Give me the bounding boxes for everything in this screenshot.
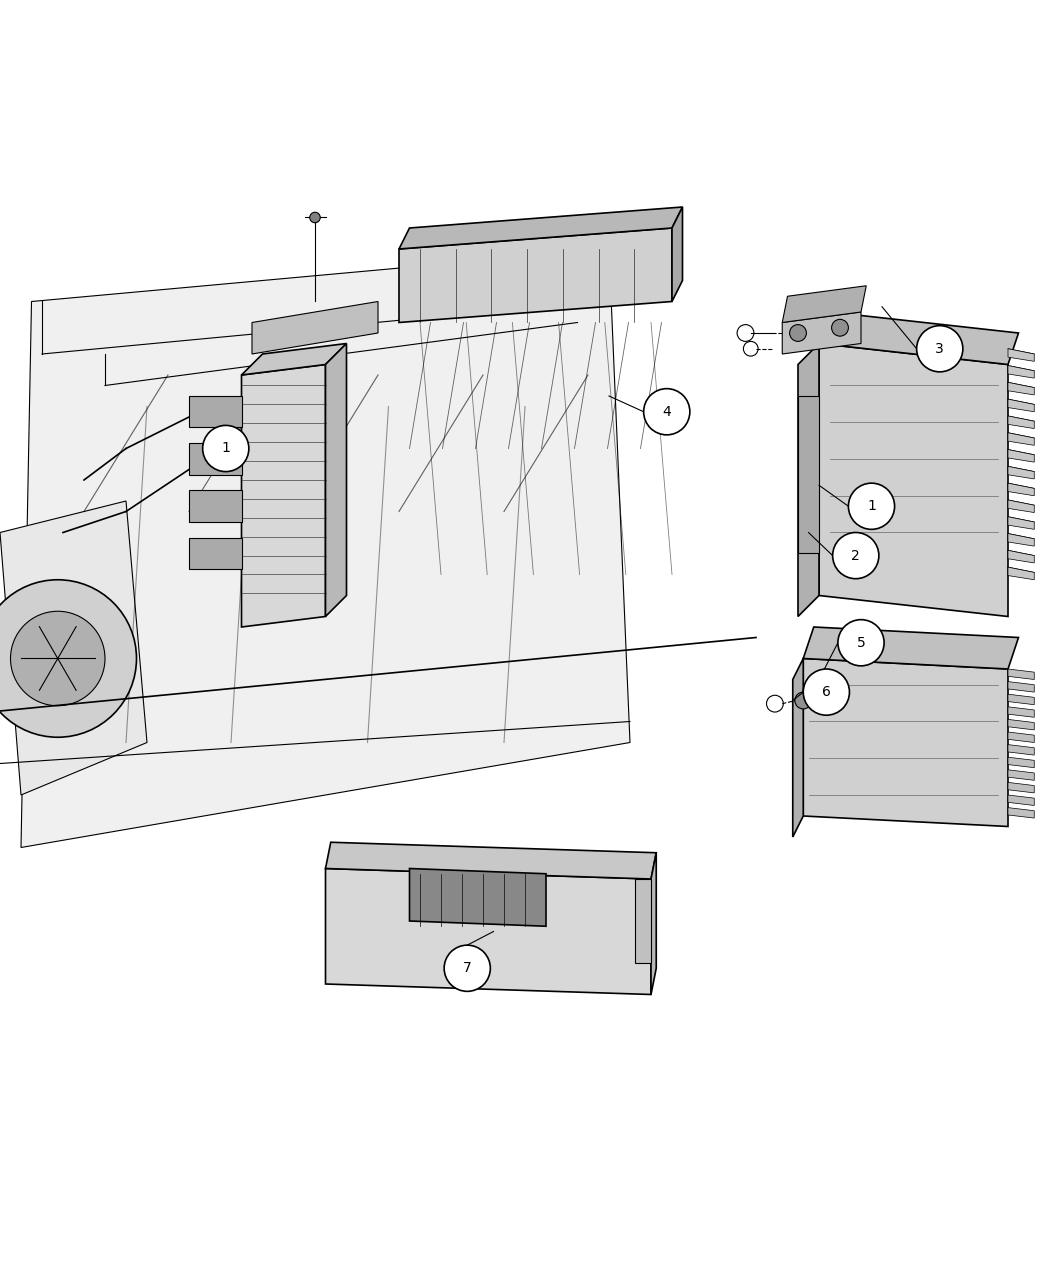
Text: 1: 1 <box>222 441 230 455</box>
Text: 6: 6 <box>822 685 831 699</box>
Text: 3: 3 <box>936 342 944 356</box>
Polygon shape <box>1008 551 1034 564</box>
Polygon shape <box>1008 483 1034 496</box>
Polygon shape <box>1008 450 1034 462</box>
Polygon shape <box>1008 682 1034 692</box>
Polygon shape <box>793 658 803 836</box>
Circle shape <box>790 325 806 342</box>
Circle shape <box>795 692 812 709</box>
Text: 2: 2 <box>852 548 860 562</box>
Polygon shape <box>1008 567 1034 580</box>
Polygon shape <box>672 207 682 301</box>
Polygon shape <box>189 491 242 521</box>
Circle shape <box>310 212 320 223</box>
Polygon shape <box>1008 732 1034 742</box>
Circle shape <box>848 483 895 529</box>
Circle shape <box>644 389 690 435</box>
Text: 1: 1 <box>867 500 876 514</box>
Polygon shape <box>1008 432 1034 445</box>
Polygon shape <box>1008 382 1034 395</box>
Circle shape <box>833 533 879 579</box>
Polygon shape <box>798 343 819 617</box>
Polygon shape <box>21 249 630 848</box>
Polygon shape <box>782 286 866 323</box>
Polygon shape <box>1008 796 1034 806</box>
Polygon shape <box>1008 366 1034 379</box>
Polygon shape <box>1008 783 1034 793</box>
Polygon shape <box>803 658 1008 826</box>
Text: 4: 4 <box>663 404 671 418</box>
Polygon shape <box>326 868 651 994</box>
Polygon shape <box>798 397 819 553</box>
Polygon shape <box>1008 807 1034 819</box>
Polygon shape <box>1008 719 1034 729</box>
Polygon shape <box>189 444 242 474</box>
Polygon shape <box>819 343 1008 617</box>
Polygon shape <box>399 228 672 323</box>
Polygon shape <box>252 301 378 354</box>
Polygon shape <box>1008 500 1034 513</box>
Text: 7: 7 <box>463 961 471 975</box>
Polygon shape <box>1008 533 1034 546</box>
Circle shape <box>444 945 490 992</box>
Circle shape <box>832 319 848 337</box>
Polygon shape <box>651 853 656 994</box>
Polygon shape <box>399 207 682 249</box>
Polygon shape <box>1008 770 1034 780</box>
Circle shape <box>0 580 136 737</box>
Polygon shape <box>1008 399 1034 412</box>
Circle shape <box>203 426 249 472</box>
Polygon shape <box>803 627 1018 669</box>
Circle shape <box>917 325 963 372</box>
Polygon shape <box>635 878 651 963</box>
Circle shape <box>838 620 884 666</box>
Circle shape <box>803 669 849 715</box>
Polygon shape <box>1008 416 1034 428</box>
Polygon shape <box>189 397 242 427</box>
Text: 5: 5 <box>857 636 865 650</box>
Polygon shape <box>1008 669 1034 680</box>
Polygon shape <box>1008 694 1034 705</box>
Polygon shape <box>782 312 861 354</box>
Polygon shape <box>242 365 326 627</box>
Polygon shape <box>1008 757 1034 768</box>
Polygon shape <box>1008 745 1034 755</box>
Polygon shape <box>326 843 656 878</box>
Polygon shape <box>242 343 346 375</box>
Polygon shape <box>1008 706 1034 718</box>
Circle shape <box>10 611 105 706</box>
Polygon shape <box>819 312 1018 365</box>
Polygon shape <box>1008 349 1034 361</box>
Polygon shape <box>1008 516 1034 529</box>
Polygon shape <box>1008 467 1034 479</box>
Polygon shape <box>410 868 546 926</box>
Polygon shape <box>326 343 346 617</box>
Polygon shape <box>189 538 242 569</box>
Polygon shape <box>0 501 147 796</box>
